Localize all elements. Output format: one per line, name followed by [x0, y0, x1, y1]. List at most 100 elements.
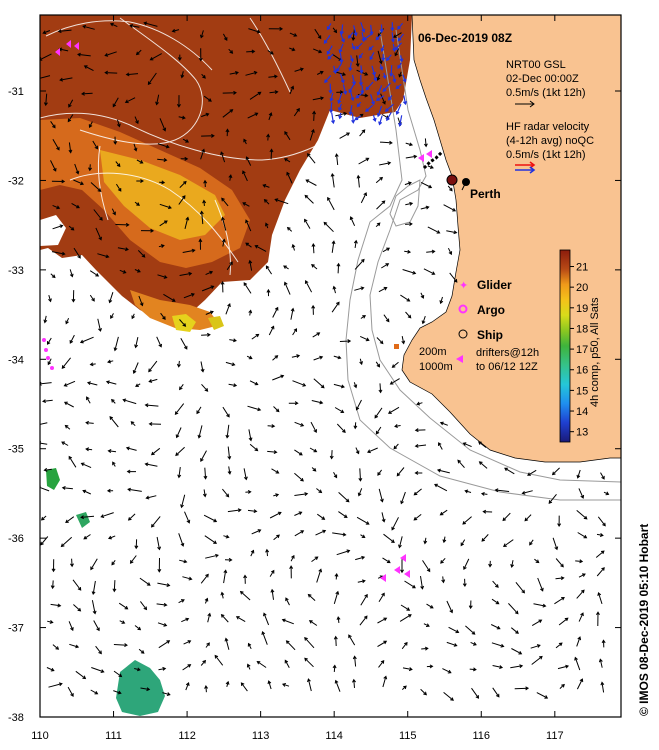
current-arrow [68, 99, 74, 108]
current-arrow [284, 659, 290, 669]
current-arrow [482, 509, 493, 514]
current-arrow [304, 657, 314, 668]
current-arrow [127, 487, 142, 492]
current-arrow [247, 112, 259, 119]
sst-yellow-spot-2 [208, 316, 224, 330]
hf-radar-arrow [356, 101, 362, 108]
current-arrow [52, 644, 60, 650]
current-arrow [67, 686, 74, 697]
current-arrow [510, 664, 524, 669]
colorbar-tick-label: 15 [576, 385, 588, 397]
current-arrow [269, 148, 274, 160]
platform-legend: ✦ Glider Argo Ship 200m 1000m drifters@1… [419, 278, 539, 373]
current-arrow [443, 204, 457, 212]
current-arrow [224, 637, 230, 650]
current-arrow [288, 401, 299, 406]
current-arrow [171, 28, 180, 33]
current-arrow [248, 309, 253, 316]
current-arrow [90, 558, 98, 571]
current-arrow [247, 405, 262, 412]
current-arrow [90, 182, 102, 192]
current-arrow [439, 421, 448, 426]
current-arrow [113, 690, 122, 695]
current-arrow [248, 429, 253, 442]
current-arrow [196, 406, 202, 415]
current-arrow [272, 306, 279, 318]
current-arrow [336, 423, 346, 434]
x-tick-label: 116 [472, 730, 490, 742]
current-arrow [134, 116, 139, 125]
current-arrow [86, 396, 91, 404]
current-arrow [503, 539, 514, 547]
drifter-cluster-west [42, 338, 54, 370]
hf-radar-arrow [326, 23, 332, 31]
hf-radar-arrow [347, 32, 354, 39]
hf-radar-arrow [323, 34, 331, 45]
current-arrow [182, 664, 192, 671]
current-arrow [201, 73, 206, 79]
current-arrow [200, 361, 205, 373]
current-arrow [290, 307, 295, 320]
current-arrow [311, 556, 319, 563]
current-arrow [536, 692, 549, 699]
current-arrow [109, 22, 118, 28]
current-arrow [246, 663, 251, 670]
current-arrow [375, 176, 384, 184]
city-label-perth: Perth [470, 187, 501, 201]
current-arrow [491, 642, 505, 648]
hf-radar-arrow [369, 24, 374, 36]
current-arrow [228, 174, 233, 181]
current-arrow [158, 666, 167, 671]
current-arrow [239, 590, 251, 601]
current-arrow [273, 493, 280, 498]
current-arrow [225, 361, 236, 367]
current-arrow [203, 514, 218, 523]
current-arrow [488, 560, 493, 568]
current-arrow [59, 77, 73, 82]
current-arrow [530, 644, 541, 649]
current-arrow [554, 596, 565, 605]
current-arrow [375, 426, 382, 435]
current-arrow [355, 555, 366, 561]
current-arrow [492, 580, 499, 588]
map-title: 06-Dec-2019 08Z [418, 31, 512, 45]
argo-legend-label: Argo [477, 303, 505, 317]
current-arrow [420, 181, 433, 189]
current-arrow [559, 683, 565, 689]
current-arrow [334, 679, 341, 692]
current-arrow [421, 646, 429, 651]
current-arrow [601, 639, 606, 648]
current-arrow [383, 533, 395, 543]
current-arrow [268, 112, 273, 121]
current-arrow [81, 91, 93, 96]
current-arrow [291, 243, 296, 251]
current-arrow [309, 128, 315, 141]
current-arrow [179, 180, 187, 188]
current-arrow [375, 361, 381, 368]
current-arrow [356, 174, 361, 188]
sst-colorbar: 21 20 19 18 17 16 15 14 13 4h comp, p50, All Sat… [559, 249, 601, 443]
current-arrow [95, 645, 102, 655]
current-arrow [178, 533, 185, 547]
current-arrow [63, 380, 76, 387]
current-arrow [379, 161, 392, 166]
current-arrow [42, 399, 53, 404]
current-arrow [40, 422, 48, 425]
colorbar-tick-label: 21 [576, 262, 588, 274]
current-arrow [80, 462, 92, 469]
colorbar-tick-label: 17 [576, 344, 588, 356]
current-arrow [404, 580, 416, 589]
current-arrow [243, 468, 248, 481]
current-arrow [353, 382, 358, 389]
current-arrow [400, 604, 411, 611]
hf-legend-line-3: 0.5m/s (1kt 12h) [506, 149, 585, 161]
current-arrow [65, 317, 70, 325]
current-arrow [269, 90, 279, 94]
current-arrow [159, 203, 172, 210]
current-arrow [307, 593, 316, 601]
hf-radar-arrow [375, 95, 385, 101]
current-arrow [144, 403, 159, 408]
current-arrow [245, 219, 252, 232]
current-arrow [311, 243, 316, 254]
current-arrow [138, 648, 145, 654]
